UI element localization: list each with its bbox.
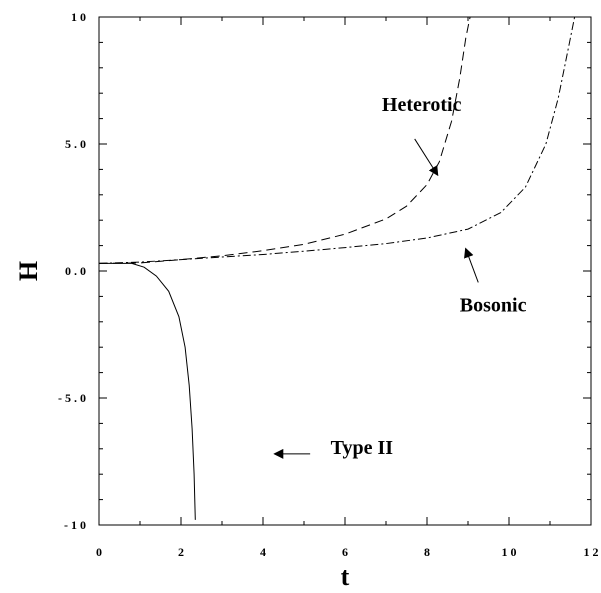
- x-tick-label: 1 0: [502, 545, 517, 559]
- x-axis-title: t: [341, 562, 350, 591]
- x-tick-label: 2: [178, 545, 184, 559]
- y-axis-title: H: [14, 261, 43, 281]
- x-tick-label: 0: [96, 545, 102, 559]
- y-tick-label: - 1 0: [64, 518, 86, 532]
- tick-marks: [98, 16, 592, 526]
- y-tick-label: 5 . 0: [65, 137, 86, 151]
- y-tick-label: - 5 . 0: [58, 391, 86, 405]
- x-tick-label: 6: [342, 545, 348, 559]
- annotation-heterotic: Heterotic: [382, 94, 462, 116]
- annotation-type-ii: Type II: [331, 437, 394, 459]
- annotation-arrow-heterotic: [414, 138, 439, 177]
- series-lines: [98, 16, 576, 520]
- series-line-type-ii: [99, 262, 196, 520]
- x-tick-labels: 0 2 4 6 8 1 0 1 2: [96, 545, 599, 559]
- y-tick-label: 1 0: [71, 10, 86, 24]
- annotations: Heterotic Bosonic Type II: [273, 94, 527, 459]
- series-line-heterotic: [98, 16, 471, 264]
- y-tick-label: 0 . 0: [65, 264, 86, 278]
- x-tick-label: 4: [260, 545, 266, 559]
- series-line-bosonic: [98, 16, 576, 264]
- y-tick-labels: 1 0 5 . 0 0 . 0 - 5 . 0 - 1 0: [58, 10, 86, 532]
- x-tick-label: 8: [424, 545, 430, 559]
- x-tick-label: 1 2: [584, 545, 599, 559]
- annotation-arrow-bosonic: [464, 247, 479, 283]
- annotation-bosonic: Bosonic: [460, 295, 527, 317]
